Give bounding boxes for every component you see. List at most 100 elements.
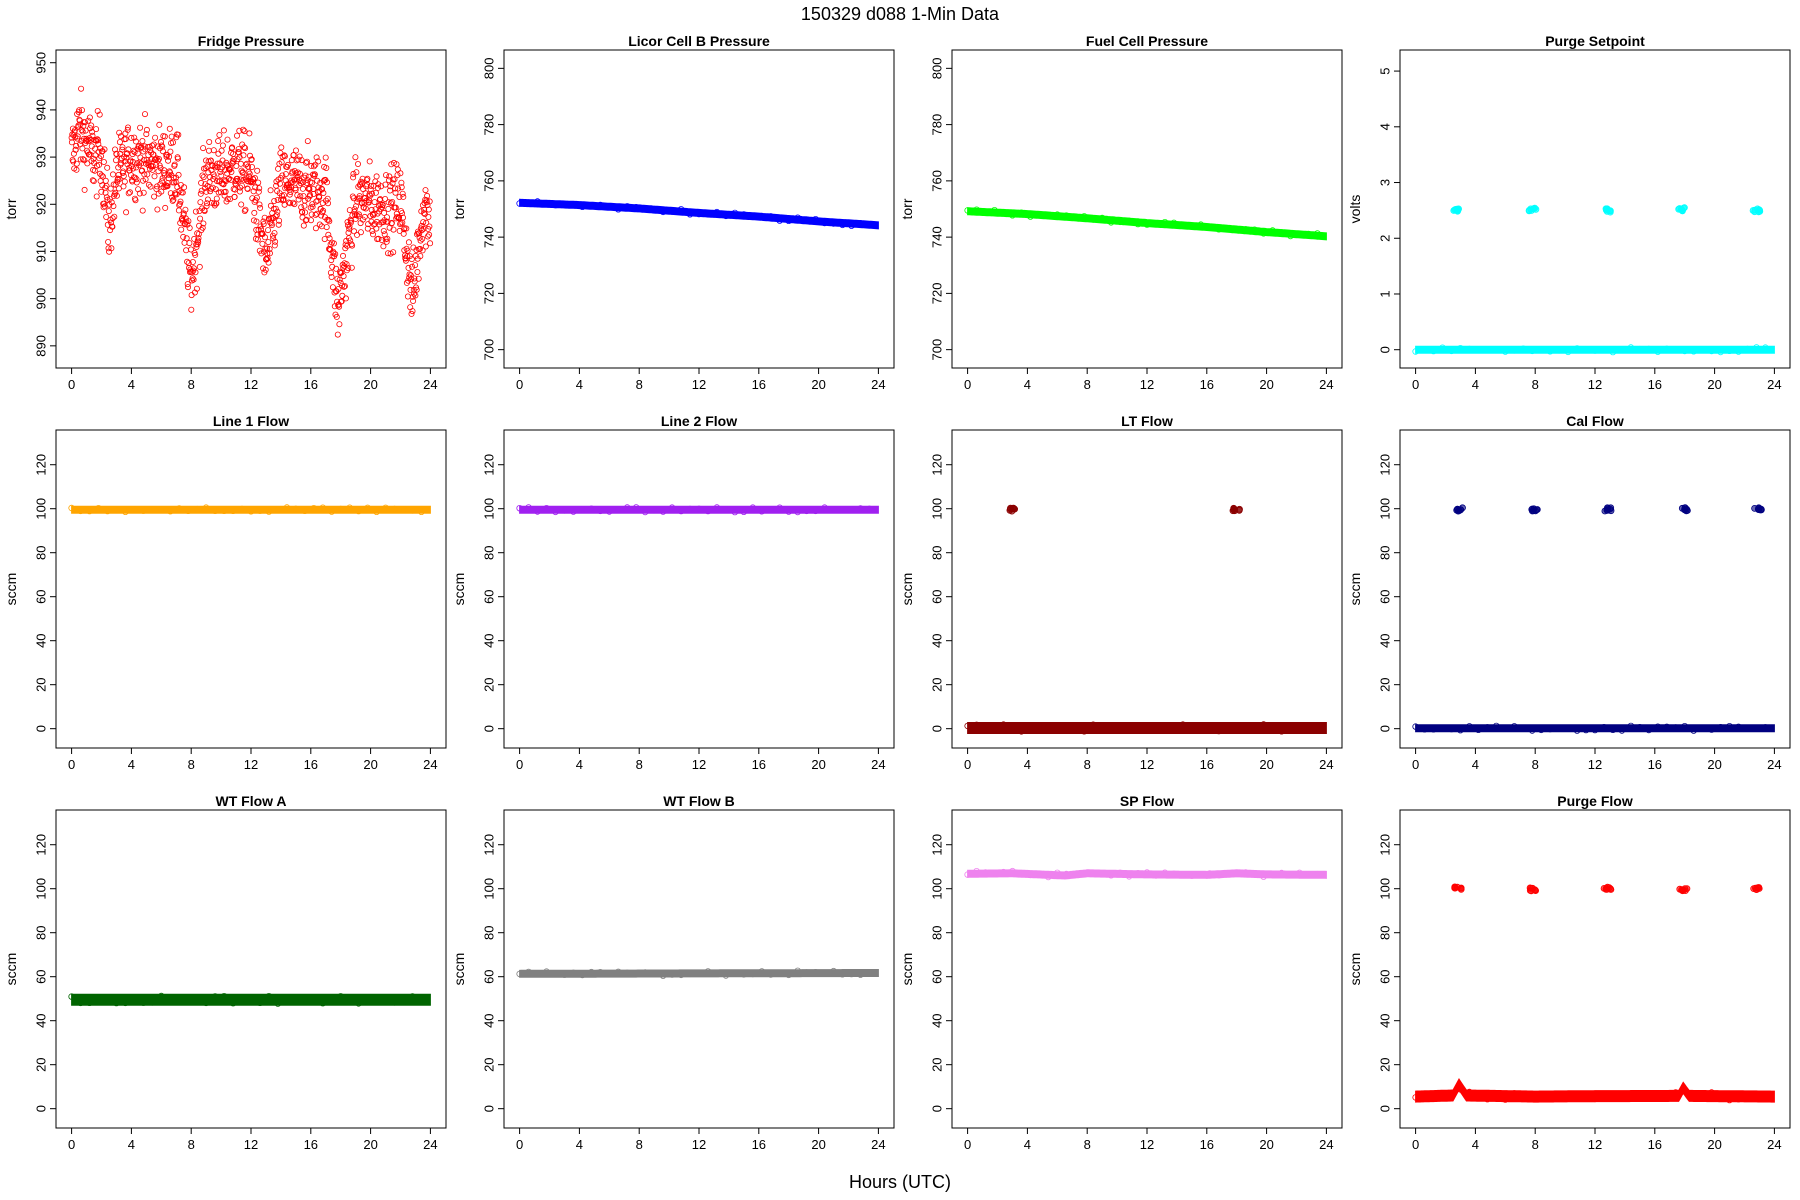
plot-marks	[516, 967, 879, 979]
data-point	[427, 240, 434, 247]
data-point	[342, 241, 349, 248]
data-point	[1045, 212, 1052, 220]
y-tick-label: 0	[481, 725, 496, 732]
data-series	[964, 721, 1327, 735]
data-point	[184, 284, 191, 291]
data-point	[1071, 871, 1079, 878]
data-point	[1609, 1095, 1617, 1102]
data-point	[319, 186, 326, 193]
data-point	[301, 202, 308, 209]
data-point	[192, 269, 199, 276]
data-point	[149, 142, 156, 149]
x-tick-label: 20	[811, 377, 825, 392]
data-point	[93, 126, 100, 133]
data-point	[215, 189, 222, 196]
y-tick-label: 900	[33, 288, 48, 310]
data-point	[76, 107, 83, 114]
data-point	[224, 195, 231, 202]
y-tick-label: 40	[33, 633, 48, 647]
data-point	[108, 199, 115, 206]
y-axis-label: sccm	[899, 953, 915, 986]
data-point	[145, 181, 152, 188]
data-point	[189, 268, 196, 275]
data-point	[82, 127, 89, 134]
y-tick-label: 100	[929, 498, 944, 520]
data-point	[316, 221, 323, 228]
plot-marks	[1412, 883, 1775, 1104]
y-tick-label: 0	[929, 1105, 944, 1112]
data-point	[308, 162, 315, 169]
data-point	[1564, 1091, 1572, 1098]
data-point	[1681, 347, 1688, 355]
data-point	[90, 155, 97, 162]
data-point	[1532, 205, 1540, 213]
y-tick-label: 40	[481, 1013, 496, 1027]
data-point	[304, 138, 311, 145]
data-point	[1762, 344, 1769, 351]
data-point	[80, 156, 87, 163]
data-point	[302, 209, 309, 216]
data-point	[1645, 726, 1652, 734]
data-point	[767, 506, 774, 513]
data-point	[260, 221, 267, 228]
chart-title: LT Flow	[1121, 413, 1173, 429]
y-tick-label: 20	[481, 677, 496, 691]
x-tick-label: 16	[1200, 377, 1214, 392]
data-point	[219, 142, 226, 149]
data-point	[1493, 1090, 1500, 1097]
data-point	[323, 164, 330, 171]
data-series	[1006, 504, 1243, 515]
data-point	[552, 508, 559, 516]
chart-panel: LT Flow sccm 0 4 8 12 16 20 24 0 20 40 60 80 100 120	[899, 413, 1343, 772]
data-point	[624, 504, 631, 511]
data-point	[1412, 348, 1419, 355]
data-point	[327, 269, 334, 276]
data-point	[202, 504, 210, 511]
data-point	[231, 193, 238, 200]
data-point	[257, 204, 264, 211]
data-point	[294, 169, 301, 176]
data-point	[1071, 724, 1079, 731]
data-point	[1296, 231, 1303, 238]
data-point	[1242, 226, 1249, 233]
data-point	[982, 209, 989, 216]
data-point	[380, 219, 387, 226]
x-tick-label: 0	[68, 757, 75, 772]
data-point	[335, 302, 342, 309]
x-tick-label: 24	[423, 1137, 437, 1152]
data-point	[650, 970, 658, 978]
data-point	[758, 968, 765, 975]
data-point	[1036, 871, 1043, 878]
data-series	[1450, 204, 1764, 216]
chart-title: Licor Cell B Pressure	[628, 33, 770, 49]
data-point	[292, 147, 299, 154]
data-point	[1555, 1094, 1563, 1101]
y-tick-label: 120	[33, 454, 48, 476]
data-point	[1607, 207, 1614, 215]
data-point	[1215, 872, 1222, 879]
data-point	[848, 506, 855, 513]
data-point	[265, 239, 272, 246]
data-point	[256, 185, 263, 192]
data-point	[1672, 1089, 1679, 1096]
data-point	[407, 304, 414, 311]
data-point	[143, 131, 150, 138]
data-point	[274, 208, 281, 215]
data-point	[104, 164, 111, 171]
y-tick-label: 890	[33, 335, 48, 357]
data-point	[104, 507, 111, 515]
x-tick-label: 0	[1412, 377, 1419, 392]
chart-panel: Line 1 Flow sccm 0 4 8 12 16 20 24 0 20 40 60 80 100 12…	[3, 413, 447, 772]
data-point	[313, 198, 320, 205]
data-point	[193, 505, 201, 513]
data-point	[267, 202, 274, 209]
data-point	[190, 265, 197, 272]
chart-title: WT Flow A	[215, 793, 286, 809]
data-point	[1143, 221, 1151, 228]
x-tick-label: 16	[304, 1137, 318, 1152]
data-point	[89, 128, 96, 135]
data-point	[686, 211, 694, 218]
data-point	[1152, 726, 1160, 733]
data-point	[343, 261, 350, 268]
data-point	[128, 134, 135, 141]
